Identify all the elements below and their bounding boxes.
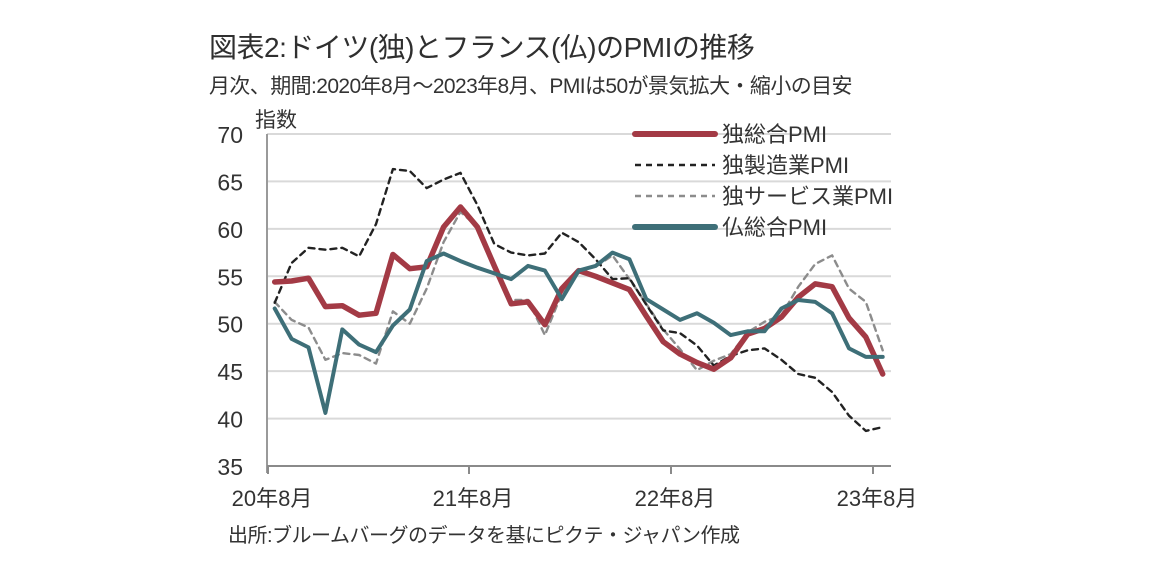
y-tick-label: 45	[217, 359, 243, 385]
x-tick-label: 20年8月	[232, 486, 313, 511]
legend-label: 独総合PMI	[722, 122, 827, 147]
chart-subtitle: 月次、期間:2020年8月～2023年8月、PMIは50が景気拡大・縮小の目安	[209, 75, 853, 98]
series-lines	[271, 167, 886, 433]
y-tick-label: 35	[217, 454, 243, 480]
y-tick-label: 50	[217, 312, 243, 338]
series-line-2	[273, 167, 884, 433]
legend-label: 仏総合PMI	[722, 215, 827, 240]
y-tick-label: 65	[217, 169, 243, 195]
y-axis-ticks: 35 40 45 50 55 60 65 70	[217, 122, 243, 480]
y-tick-label: 55	[217, 264, 243, 290]
y-tick-label: 70	[217, 122, 243, 148]
legend-label: 独製造業PMI	[722, 153, 849, 178]
source-note: 出所:ブルームバーグのデータを基にピクテ・ジャパン作成	[228, 525, 740, 547]
x-tick-label: 22年8月	[635, 486, 716, 511]
gridlines	[267, 133, 891, 420]
y-axis-unit-label: 指数	[255, 109, 297, 132]
legend: 独総合PMI 独製造業PMI 独サービス業PMI 仏総合PMI	[632, 122, 893, 240]
chart-title: 図表2:ドイツ(独)とフランス(仏)のPMIの推移	[209, 32, 755, 63]
x-tick-label: 21年8月	[433, 486, 514, 511]
x-tick-label: 23年8月	[837, 486, 918, 511]
x-axis-ticks: 20年8月 21年8月 22年8月 23年8月	[232, 466, 918, 511]
series-line-4	[272, 250, 885, 415]
legend-label: 独サービス業PMI	[722, 184, 893, 209]
axes	[266, 134, 891, 473]
y-tick-label: 60	[217, 217, 243, 243]
y-tick-label: 40	[217, 407, 243, 433]
